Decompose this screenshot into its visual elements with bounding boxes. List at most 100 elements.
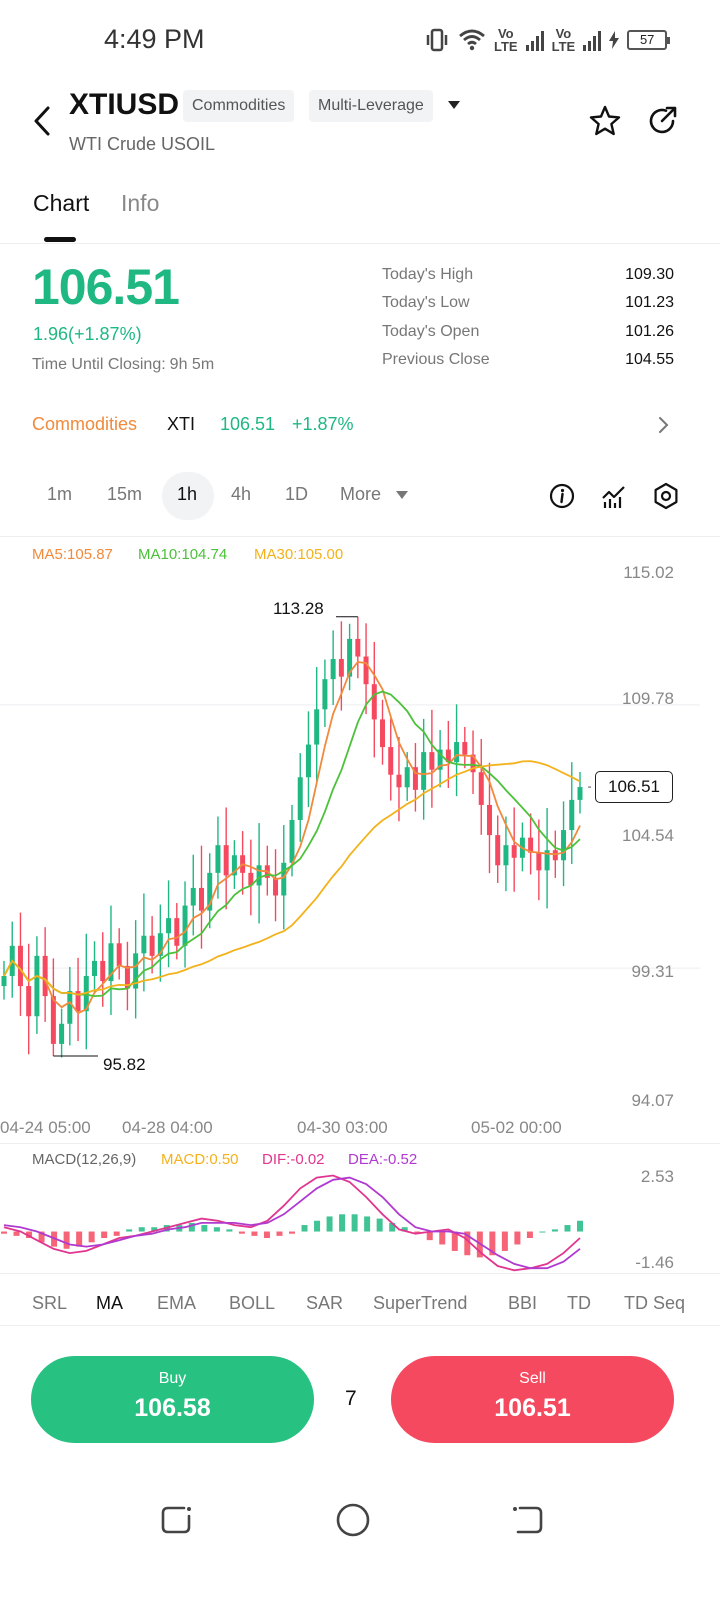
indicator-boll[interactable]: BOLL [229,1293,276,1313]
candle-body [124,965,130,989]
info-icon[interactable] [548,482,576,510]
dea-line [3,1176,581,1270]
candle-body [256,865,262,886]
candle-body [528,837,534,853]
macd-tick: -1.46 [635,1253,674,1272]
macd-hist-bar [226,1229,233,1232]
caret-down-icon[interactable] [448,101,460,109]
macd-hist-bar [63,1231,70,1249]
macd-hist-bar [126,1229,133,1232]
price-change: 1.96(+1.87%) [33,324,142,344]
settings-gear-icon[interactable] [652,482,680,510]
share-icon[interactable] [645,104,679,138]
macd-hist-bar [389,1222,396,1232]
stat-value-low: 101.23 [625,294,674,311]
indicator-srl[interactable]: SRL [32,1293,68,1313]
macd-hist-bar [364,1216,371,1232]
macd-hist-bar [301,1225,308,1232]
ma5-line [3,661,581,1015]
macd-hist-bar [489,1231,496,1256]
recent-apps-icon[interactable] [158,1502,194,1538]
candle-body [511,845,517,858]
candle-body [149,935,155,956]
candle-body [1,975,7,987]
timeframe-1d[interactable]: 1D [285,484,309,504]
macd-hist-bar [38,1231,45,1243]
buy-button[interactable]: Buy 106.58 [31,1356,314,1443]
macd-params-legend: MACD(12,26,9) [32,1151,137,1168]
favorite-star-icon[interactable] [588,104,622,138]
macd-hist-bar [101,1231,108,1238]
divider [0,1143,720,1144]
indicator-sar[interactable]: SAR [306,1293,344,1313]
status-time: 4:49 PM [104,24,205,54]
sell-button[interactable]: Sell 106.51 [391,1356,674,1443]
indicator-td[interactable]: TD [567,1293,591,1313]
back-arrow-icon[interactable] [26,104,58,138]
tab-active-indicator [44,237,76,242]
macd-hist-bar [138,1227,145,1232]
candle-body [133,953,139,989]
low-marker-label: 95.82 [103,1055,146,1074]
candle-body [231,855,237,876]
status-icons: Vo LTE Vo LTE 57 [424,22,671,58]
candle-body [17,945,23,987]
indicator-icon[interactable] [600,482,628,510]
macd-hist-bar [88,1231,95,1243]
indicator-bbi[interactable]: BBI [508,1293,538,1313]
macd-hist-bar [276,1231,283,1236]
price-tick: 104.54 [622,826,674,845]
tag-commodities: Commodities [183,90,295,122]
high-marker-label: 113.28 [273,599,324,618]
timeframe-4h[interactable]: 4h [231,484,252,504]
indicator-td-seq[interactable]: TD Seq [624,1293,686,1313]
tab-info[interactable]: Info [121,190,160,216]
candle-body [305,744,311,778]
macd-hist-bar [251,1231,258,1236]
macd-hist-bar [76,1231,83,1247]
macd-hist-bar [501,1231,508,1251]
divider [0,1273,720,1274]
timeframe-1h[interactable]: 1h [177,484,198,504]
tab-chart[interactable]: Chart [33,190,90,216]
battery-icon: 57 [627,30,671,50]
macd-hist-bar [339,1214,346,1232]
ma5-legend: MA5:105.87 [32,546,113,563]
candle-body [462,742,468,755]
candle-body [26,986,32,1017]
candle-body [223,845,229,876]
market-category[interactable]: Commodities [32,414,138,434]
candle-body [561,830,567,861]
indicator-supertrend[interactable]: SuperTrend [373,1293,468,1313]
macd-hist-bar [26,1231,33,1238]
dea-legend: DEA:-0.52 [348,1151,418,1168]
caret-down-icon[interactable] [396,491,408,499]
candle-body [486,804,492,836]
candle-body [569,799,575,831]
home-icon[interactable] [335,1502,371,1538]
price-chart[interactable] [0,0,720,1290]
wifi-icon [459,29,485,51]
timeframe-1m[interactable]: 1m [47,484,73,504]
timeframe-more[interactable]: More [340,484,382,504]
tag-multi-leverage: Multi-Leverage [309,90,433,122]
candle-body [297,777,303,821]
dif-legend: DIF:-0.02 [262,1151,325,1168]
status-bar: 4:49 PM Vo LTE Vo LTE 57 [0,0,720,80]
indicator-ma[interactable]: MA [96,1293,123,1313]
macd-hist-bar [564,1225,571,1232]
time-tick: 04-30 03:00 [297,1118,388,1137]
candle-body [314,709,320,745]
candle-body [396,774,402,788]
chevron-right-icon[interactable] [656,415,672,435]
candle-body [445,749,451,763]
volte-indicator-1: Vo LTE [494,26,518,54]
macd-hist-bar [514,1231,521,1245]
indicator-ema[interactable]: EMA [157,1293,197,1313]
market-symbol[interactable]: XTI [167,414,196,434]
back-nav-icon[interactable] [510,1502,546,1538]
candle-body [363,656,369,685]
closing-label: Time Until Closing: [32,356,166,373]
timeframe-15m[interactable]: 15m [107,484,143,504]
candle-body [100,960,106,982]
